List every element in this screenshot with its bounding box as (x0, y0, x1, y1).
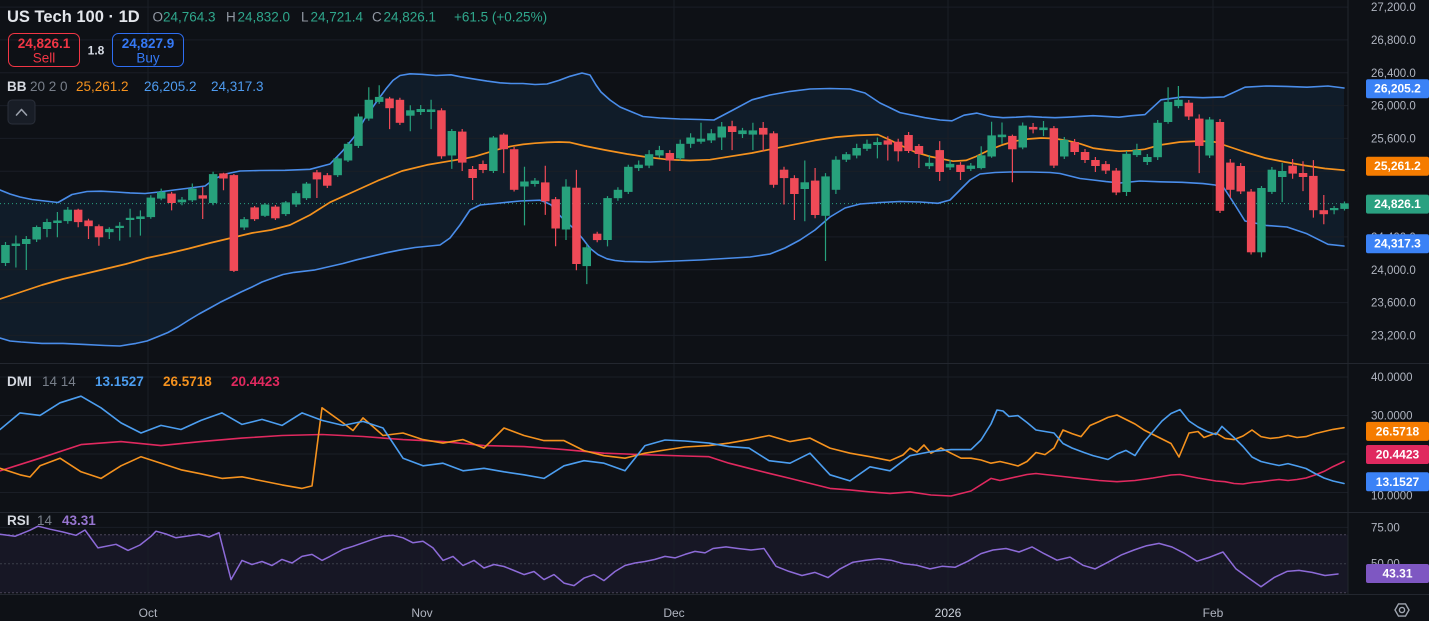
svg-text:24,832.0: 24,832.0 (238, 10, 291, 25)
svg-text:Buy: Buy (136, 51, 160, 66)
svg-text:1.8: 1.8 (88, 44, 105, 58)
svg-text:US Tech 100 · 1D: US Tech 100 · 1D (7, 8, 140, 26)
svg-text:27,200.0: 27,200.0 (1371, 2, 1416, 14)
svg-text:23,200.0: 23,200.0 (1371, 330, 1416, 342)
svg-text:13.1527: 13.1527 (95, 374, 144, 389)
svg-text:25,261.2: 25,261.2 (76, 79, 129, 94)
svg-text:14 14: 14 14 (42, 374, 76, 389)
svg-text:40.0000: 40.0000 (1371, 372, 1413, 384)
svg-text:20.4423: 20.4423 (1376, 448, 1420, 462)
svg-text:RSI: RSI (7, 513, 30, 528)
svg-text:43.31: 43.31 (62, 513, 96, 528)
svg-text:24,764.3: 24,764.3 (163, 10, 216, 25)
svg-text:20 2 0: 20 2 0 (30, 79, 68, 94)
svg-text:26,000.0: 26,000.0 (1371, 101, 1416, 113)
svg-text:24,317.3: 24,317.3 (211, 79, 264, 94)
svg-text:30.0000: 30.0000 (1371, 411, 1413, 423)
svg-text:24,826.1: 24,826.1 (1374, 197, 1421, 211)
svg-text:L: L (301, 10, 309, 25)
svg-text:24,827.9: 24,827.9 (122, 36, 175, 51)
svg-text:Oct: Oct (139, 606, 158, 620)
svg-text:24,826.1: 24,826.1 (384, 10, 437, 25)
svg-text:26.5718: 26.5718 (1376, 424, 1420, 438)
svg-text:2026: 2026 (935, 606, 962, 620)
svg-text:O: O (153, 10, 164, 25)
svg-text:BB: BB (7, 79, 27, 94)
svg-text:Nov: Nov (411, 606, 432, 620)
svg-text:13.1527: 13.1527 (1376, 475, 1420, 489)
svg-text:Sell: Sell (33, 51, 56, 66)
svg-text:20.4423: 20.4423 (231, 374, 280, 389)
svg-text:+61.5 (+0.25%): +61.5 (+0.25%) (454, 10, 547, 25)
svg-text:DMI: DMI (7, 374, 32, 389)
svg-text:C: C (372, 10, 382, 25)
svg-text:75.00: 75.00 (1371, 522, 1400, 534)
svg-text:23,600.0: 23,600.0 (1371, 298, 1416, 310)
svg-text:26,400.0: 26,400.0 (1371, 68, 1416, 80)
svg-text:10.0000: 10.0000 (1371, 490, 1413, 502)
svg-text:14: 14 (37, 513, 53, 528)
svg-text:Feb: Feb (1203, 606, 1224, 620)
svg-text:24,826.1: 24,826.1 (18, 36, 71, 51)
svg-text:24,000.0: 24,000.0 (1371, 265, 1416, 277)
svg-text:25,600.0: 25,600.0 (1371, 133, 1416, 145)
svg-text:H: H (226, 10, 236, 25)
svg-text:26,205.2: 26,205.2 (144, 79, 197, 94)
svg-text:26.5718: 26.5718 (163, 374, 212, 389)
svg-text:26,205.2: 26,205.2 (1374, 82, 1421, 96)
svg-text:Dec: Dec (663, 606, 684, 620)
svg-text:24,721.4: 24,721.4 (311, 10, 364, 25)
svg-text:24,317.3: 24,317.3 (1374, 237, 1421, 251)
svg-text:25,261.2: 25,261.2 (1374, 159, 1421, 173)
svg-text:43.31: 43.31 (1382, 567, 1412, 581)
svg-text:26,800.0: 26,800.0 (1371, 35, 1416, 47)
